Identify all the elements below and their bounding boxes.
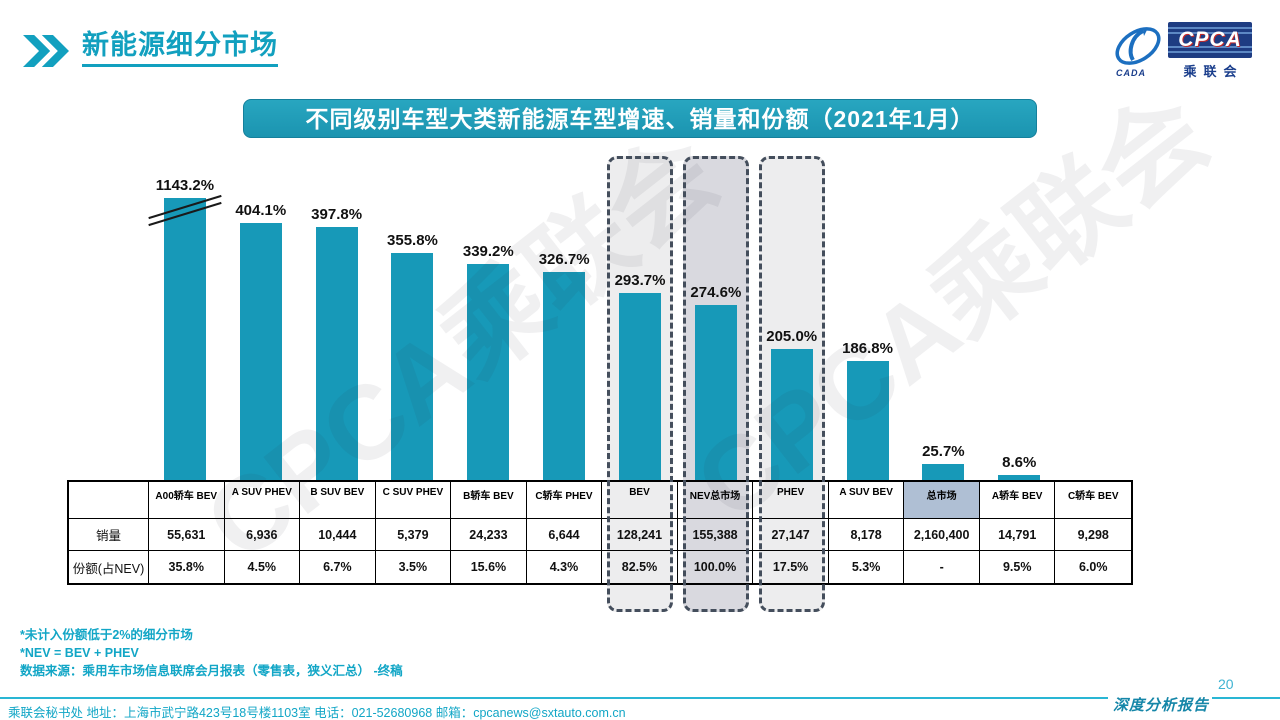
growth-bar xyxy=(922,464,965,480)
growth-bar-label: 397.8% xyxy=(311,206,363,223)
footer-contact: 乘联会秘书处 地址：上海市武宁路423号18号楼1103室 电话：021-526… xyxy=(8,706,626,720)
growth-bar xyxy=(543,272,586,480)
table-corner-cell xyxy=(69,482,149,519)
column-header: A轿车 BEV xyxy=(979,482,1056,519)
page-title: 新能源细分市场 xyxy=(82,30,278,67)
share-value: 82.5% xyxy=(602,551,678,583)
share-value: 9.5% xyxy=(980,551,1056,583)
sales-value: 55,631 xyxy=(149,519,225,551)
report-type-label: 深度分析报告 xyxy=(1113,696,1210,714)
sales-value: 2,160,400 xyxy=(904,519,980,551)
cpca-chinese-name: 乘联会 xyxy=(1183,64,1244,79)
sales-value: 5,379 xyxy=(375,519,452,551)
growth-bar-label: 8.6% xyxy=(1002,454,1037,471)
growth-bar-label: 274.6% xyxy=(690,284,742,301)
growth-bar xyxy=(846,361,889,480)
sales-value: 24,233 xyxy=(451,519,527,551)
growth-bar xyxy=(391,253,434,480)
column-header: C轿车 BEV xyxy=(1055,482,1131,519)
growth-bar-label: 205.0% xyxy=(766,328,818,345)
column-header: A SUV PHEV xyxy=(224,482,301,519)
cpca-emblem-icon: CADA xyxy=(1110,22,1166,80)
growth-bar xyxy=(163,198,206,480)
footnote-line: *未计入份额低于2%的细分市场 xyxy=(20,628,193,642)
highlight-dashed-box xyxy=(682,156,749,612)
growth-bar-label: 1143.2% xyxy=(155,177,215,194)
share-value: 15.6% xyxy=(451,551,527,583)
cpca-logo: CADA CPCA 乘联会 xyxy=(1110,22,1252,80)
sales-value: 8,178 xyxy=(828,519,905,551)
row-header-share: 份额(占NEV) xyxy=(69,551,149,583)
share-value: 6.7% xyxy=(300,551,376,583)
column-header: 总市场 xyxy=(904,482,980,519)
sales-value: 9,298 xyxy=(1055,519,1131,551)
sales-value: 27,147 xyxy=(753,519,829,551)
growth-bar-label: 355.8% xyxy=(387,232,438,249)
share-value: 3.5% xyxy=(376,551,452,583)
share-value: 17.5% xyxy=(753,551,829,583)
logo-right: CPCA 乘联会 xyxy=(1168,22,1252,80)
column-header: B轿车 BEV xyxy=(451,482,527,519)
growth-bar-label: 293.7% xyxy=(614,272,666,289)
column-header: B SUV BEV xyxy=(300,482,376,519)
footer-divider-right xyxy=(1212,697,1280,699)
cpca-wordmark: CPCA xyxy=(1168,22,1252,58)
column-header: A00轿车 BEV xyxy=(149,482,225,519)
growth-bar xyxy=(239,223,282,480)
growth-bar xyxy=(467,264,510,480)
share-value: 4.5% xyxy=(225,551,301,583)
growth-bar xyxy=(315,227,358,480)
growth-bar xyxy=(998,475,1041,480)
sales-value: 155,388 xyxy=(677,519,754,551)
footnotes: *未计入份额低于2%的细分市场 *NEV = BEV + PHEV 数据来源：乘用车… xyxy=(20,626,403,680)
footer-divider xyxy=(0,697,1108,699)
double-chevron-icon xyxy=(23,31,69,76)
share-value: 5.3% xyxy=(829,551,905,583)
growth-bar xyxy=(770,349,813,480)
footnote-line: 数据来源：乘用车市场信息联席会月报表（零售表，狭义汇总） -终稿 xyxy=(20,664,403,678)
growth-bar-label: 326.7% xyxy=(538,251,590,268)
page-number: 20 xyxy=(1218,676,1234,692)
column-header: A SUV BEV xyxy=(828,482,905,519)
data-table: A00轿车 BEV A SUV PHEV B SUV BEV C SUV PHEV B轿… xyxy=(67,480,1133,585)
cada-text: CADA xyxy=(1116,68,1146,78)
column-header: NEV总市场 xyxy=(677,482,754,519)
sales-value: 10,444 xyxy=(300,519,376,551)
share-value: 35.8% xyxy=(149,551,225,583)
cpca-text: CPCA xyxy=(1178,28,1242,51)
share-value: - xyxy=(904,551,980,583)
share-value: 6.0% xyxy=(1078,560,1108,574)
growth-bar-label: 186.8% xyxy=(842,340,893,357)
column-header: PHEV xyxy=(753,482,829,519)
column-header: C SUV PHEV xyxy=(375,482,452,519)
growth-bar xyxy=(694,305,737,480)
highlight-dashed-box xyxy=(758,156,825,612)
column-header: BEV xyxy=(602,482,678,519)
sales-value: 128,241 xyxy=(602,519,678,551)
sales-value: 14,791 xyxy=(979,519,1056,551)
growth-bar-label: 339.2% xyxy=(462,243,514,260)
share-value: 100.0% xyxy=(678,551,754,583)
footnote-line: *NEV = BEV + PHEV xyxy=(20,646,139,660)
sales-value: 6,644 xyxy=(526,519,603,551)
column-header: C轿车 PHEV xyxy=(526,482,603,519)
share-value: 4.3% xyxy=(527,551,603,583)
growth-bar xyxy=(619,293,661,480)
highlight-dashed-box xyxy=(607,156,673,612)
growth-bar-label: 404.1% xyxy=(235,202,287,219)
sales-value: 6,936 xyxy=(224,519,301,551)
growth-bar-label: 25.7% xyxy=(922,443,965,460)
row-header-sales: 销量 xyxy=(69,519,149,551)
chart-title-banner: 不同级别车型大类新能源车型增速、销量和份额（2021年1月） xyxy=(243,99,1037,138)
